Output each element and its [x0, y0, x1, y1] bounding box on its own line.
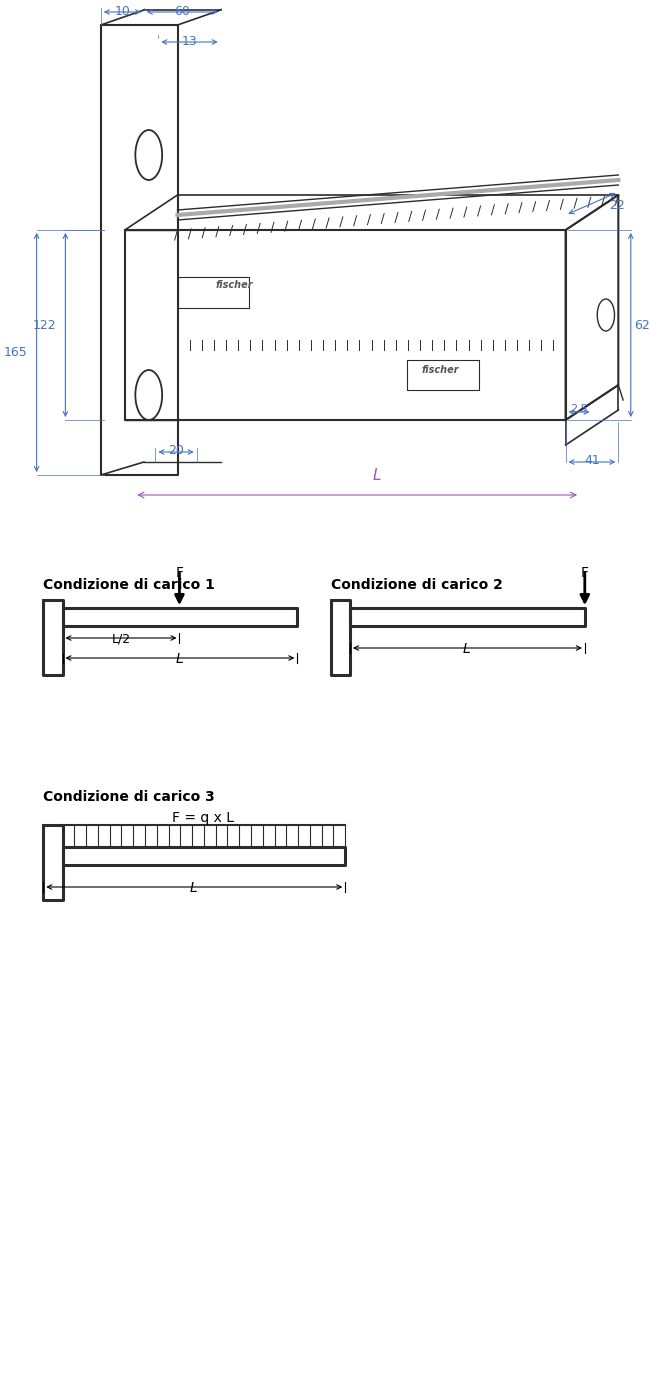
Text: L: L — [372, 468, 381, 482]
Text: 13: 13 — [182, 35, 198, 49]
Text: 2,5: 2,5 — [570, 404, 588, 414]
Text: 10: 10 — [115, 6, 131, 18]
Text: L: L — [190, 881, 198, 895]
Text: fischer: fischer — [422, 366, 460, 375]
Text: Condizione di carico 2: Condizione di carico 2 — [331, 578, 502, 592]
Text: fischer: fischer — [216, 279, 254, 291]
Text: F: F — [581, 566, 589, 580]
Text: Condizione di carico 3: Condizione di carico 3 — [44, 790, 215, 803]
Text: 62: 62 — [634, 318, 650, 331]
Text: Condizione di carico 1: Condizione di carico 1 — [44, 578, 215, 592]
Text: 165: 165 — [3, 346, 27, 359]
Text: 41: 41 — [584, 455, 601, 467]
Text: F: F — [176, 566, 183, 580]
Text: L/2: L/2 — [111, 632, 131, 645]
Text: F = q x L: F = q x L — [172, 810, 235, 826]
Text: 60: 60 — [174, 6, 190, 18]
Text: 22: 22 — [609, 199, 625, 211]
Text: L: L — [176, 652, 183, 666]
Text: 122: 122 — [32, 318, 56, 331]
Text: 20: 20 — [168, 443, 185, 457]
Text: L: L — [463, 642, 471, 656]
